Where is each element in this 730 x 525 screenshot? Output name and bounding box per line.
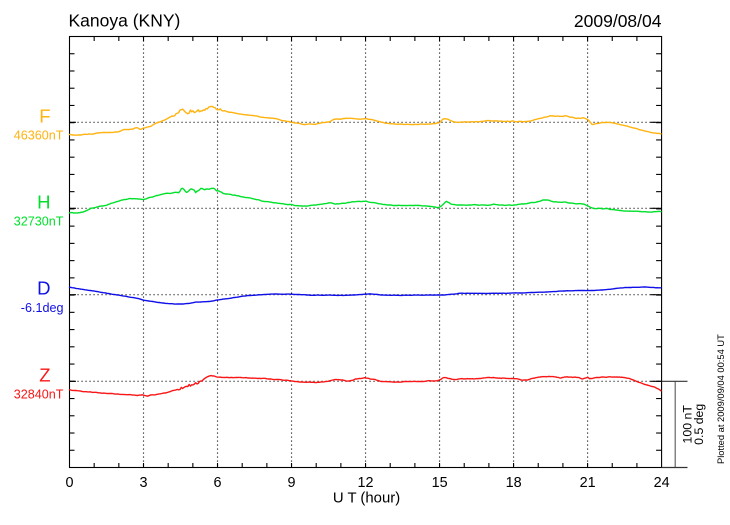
svg-text:0: 0 (65, 475, 73, 491)
svg-text:3: 3 (139, 475, 147, 491)
svg-text:21: 21 (580, 475, 596, 491)
svg-text:32730nT: 32730nT (14, 215, 64, 229)
svg-text:12: 12 (357, 475, 373, 491)
svg-text:46360nT: 46360nT (14, 129, 64, 143)
svg-text:0.5 deg: 0.5 deg (692, 404, 706, 445)
svg-text:Kanoya (KNY): Kanoya (KNY) (69, 11, 181, 31)
svg-text:15: 15 (432, 475, 448, 491)
svg-text:Z: Z (39, 364, 50, 385)
svg-text:2009/08/04: 2009/08/04 (574, 11, 662, 31)
svg-text:6: 6 (213, 475, 221, 491)
svg-text:Plotted at 2009/09/04 00:54 UT: Plotted at 2009/09/04 00:54 UT (716, 334, 726, 464)
svg-text:U T (hour): U T (hour) (333, 491, 400, 507)
svg-text:18: 18 (506, 475, 522, 491)
svg-text:9: 9 (287, 475, 295, 491)
svg-text:-6.1deg: -6.1deg (21, 301, 64, 315)
svg-text:D: D (37, 278, 50, 299)
svg-text:100 nT: 100 nT (681, 405, 695, 444)
svg-text:F: F (39, 105, 50, 126)
svg-text:H: H (37, 191, 50, 212)
svg-text:32840nT: 32840nT (14, 388, 64, 402)
svg-text:24: 24 (654, 475, 670, 491)
